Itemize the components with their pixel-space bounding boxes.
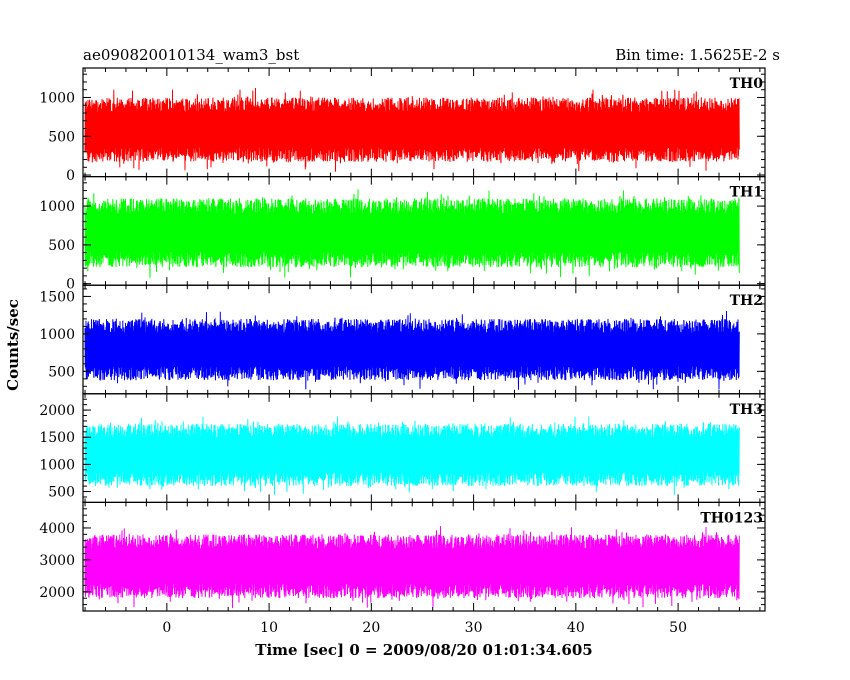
panel-label-th0123: TH0123 (700, 510, 763, 526)
y-tick-label: 500 (48, 238, 75, 254)
panel-label-th3: TH3 (730, 402, 763, 418)
y-tick-label: 500 (48, 129, 75, 145)
y-tick-label: 1000 (39, 199, 75, 215)
series-th1 (84, 189, 740, 279)
x-tick-label: 20 (362, 620, 380, 636)
series-th3 (84, 416, 740, 496)
y-tick-label: 1000 (39, 457, 75, 473)
y-axis-label: Counts/sec (4, 299, 22, 391)
x-tick-label: 10 (260, 620, 278, 636)
panel-label-th1: TH1 (730, 185, 763, 201)
panel-th0: 0 500 1000 TH0 (39, 67, 766, 184)
y-tick-label: 2000 (39, 585, 75, 601)
y-tick-label: 1500 (39, 289, 75, 305)
y-tick-label: 500 (48, 364, 75, 380)
panel-th2: 500 1000 1500 TH2 (39, 284, 766, 395)
series-th2 (84, 310, 740, 390)
y-tick-label: 2000 (39, 403, 75, 419)
y-tick-label: 0 (66, 168, 75, 184)
panel-th1: 0 500 1000 TH1 (39, 176, 766, 293)
series-th0 (84, 87, 740, 172)
panel-label-th0: TH0 (730, 76, 764, 92)
chart-title: ae090820010134_wam3_bst (83, 46, 299, 64)
y-tick-label: 1500 (39, 430, 75, 446)
panel-label-th2: TH2 (730, 293, 763, 309)
y-tick-label: 4000 (39, 521, 75, 537)
y-tick-label: 0 (66, 277, 75, 293)
x-tick-label: 40 (567, 620, 585, 636)
x-tick-label: 50 (669, 620, 687, 636)
x-axis: 0 10 20 30 40 50 (162, 620, 687, 636)
y-tick-label: 3000 (39, 553, 75, 569)
y-tick-label: 500 (48, 485, 75, 501)
x-tick-label: 30 (465, 620, 483, 636)
x-axis-label: Time [sec] 0 = 2009/08/20 01:01:34.605 (255, 641, 592, 659)
series-th0123 (84, 526, 740, 609)
panel-frame (82, 501, 766, 612)
panels: 0 500 1000 TH0 0 500 1000 TH1 500 1000 1500 TH2 500 1… (39, 67, 766, 612)
y-tick-label: 1000 (39, 327, 75, 343)
panel-th0123: 2000 3000 4000 TH0123 (39, 501, 766, 612)
bin-time-label: Bin time: 1.5625E-2 s (615, 46, 780, 64)
y-tick-label: 1000 (39, 90, 75, 106)
panel-th3: 500 1000 1500 2000 TH3 (39, 393, 766, 503)
x-tick-label: 0 (162, 620, 171, 636)
